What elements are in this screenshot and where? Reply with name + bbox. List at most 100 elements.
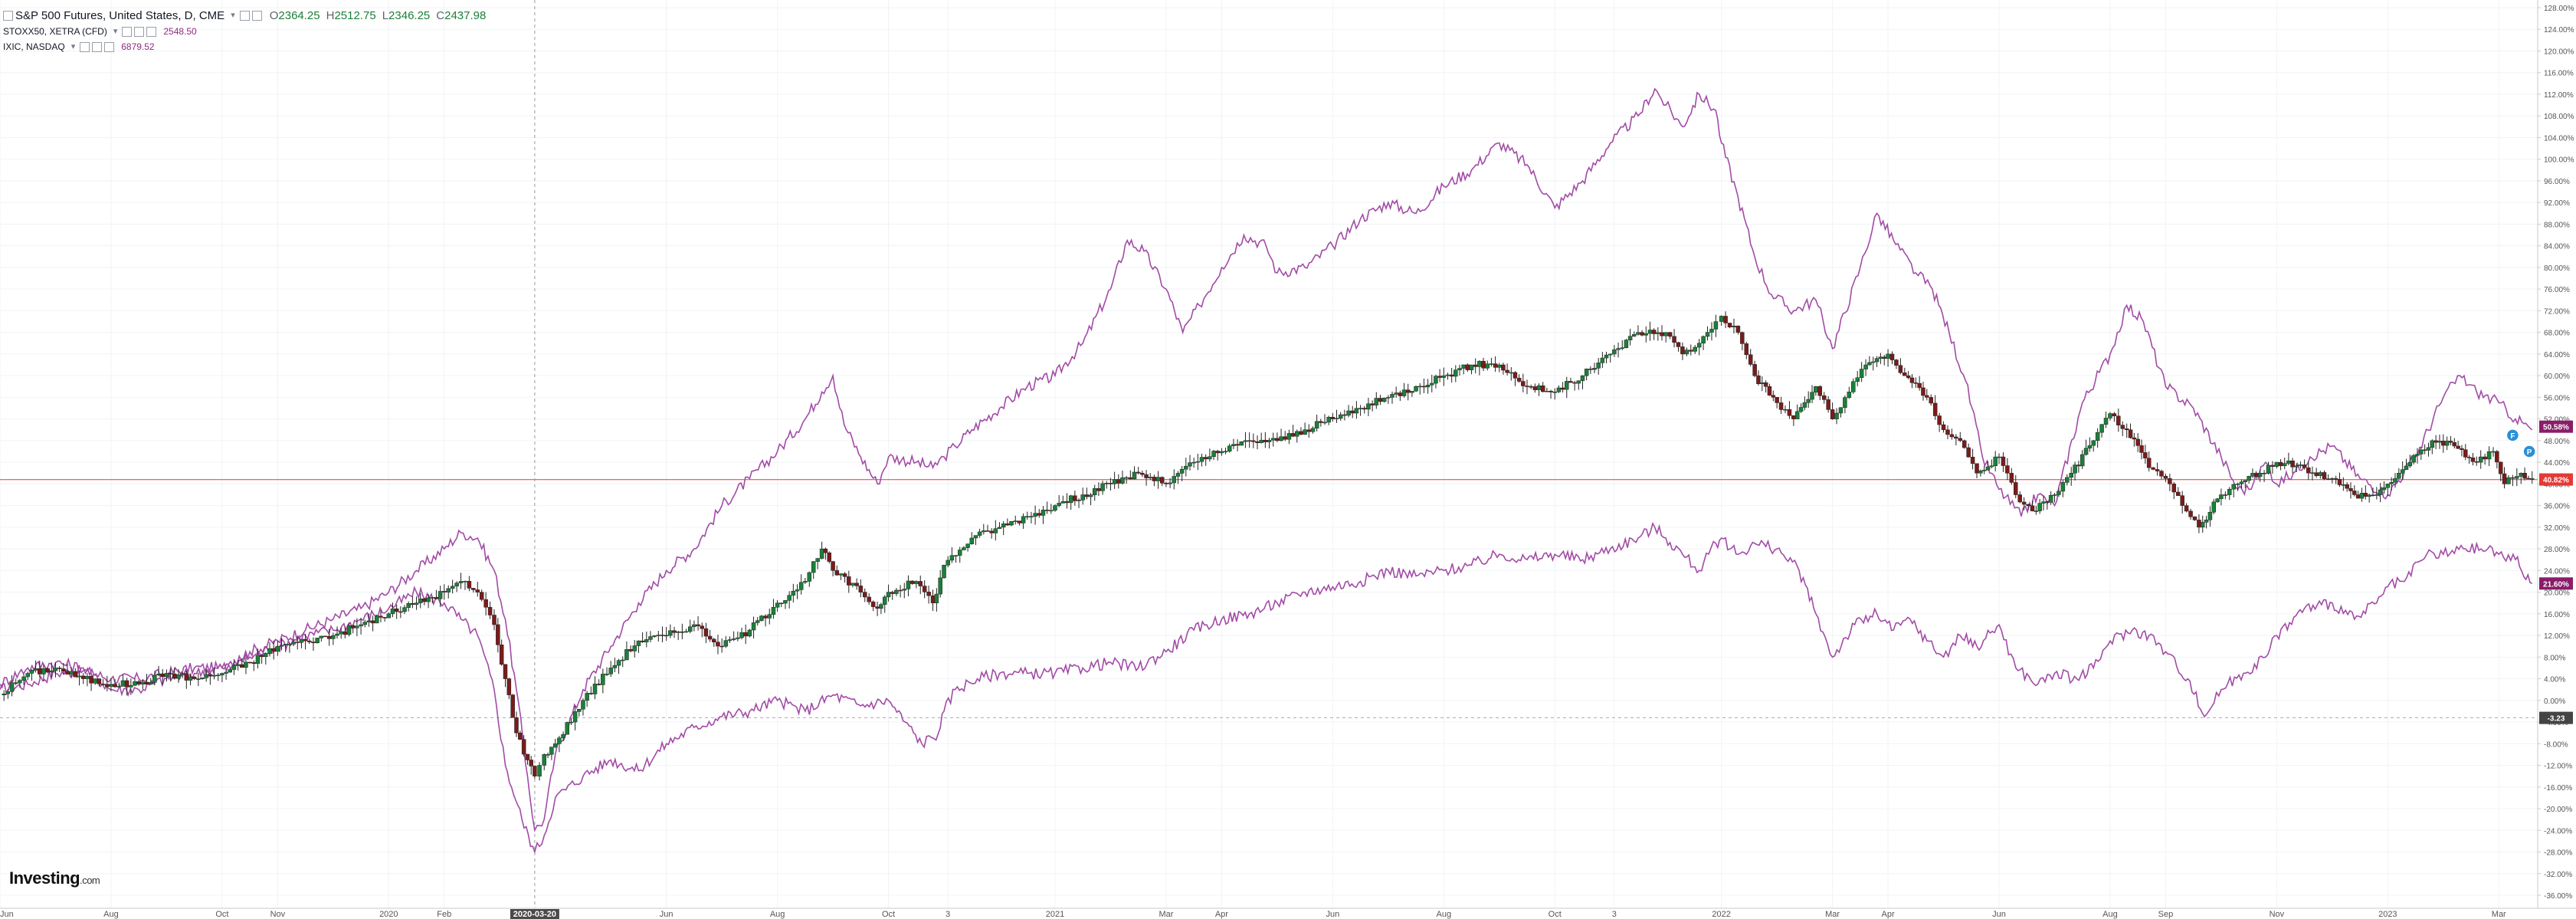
- eye-icon[interactable]: [239, 11, 250, 21]
- candle-body: [1867, 362, 1872, 366]
- candle-body: [1727, 323, 1732, 327]
- candle-body: [1017, 520, 1022, 524]
- compare-symbol-label[interactable]: IXIC, NASDAQ: [3, 41, 65, 52]
- candle-body: [2437, 441, 2442, 443]
- price-label-bg: [2539, 577, 2573, 590]
- y-tick-label: 128.00%: [2544, 5, 2574, 13]
- settings-icon[interactable]: [134, 26, 145, 37]
- chevron-down-icon[interactable]: ▾: [113, 27, 118, 36]
- candle-body: [247, 661, 252, 664]
- collapse-icon[interactable]: [3, 11, 13, 21]
- candle-body: [922, 586, 927, 592]
- candle-body: [359, 624, 363, 627]
- candle-body: [2069, 472, 2073, 478]
- candle-body: [1608, 353, 1613, 356]
- candle-body: [2441, 441, 2446, 446]
- candle-body: [831, 561, 835, 571]
- candle-body: [949, 555, 955, 561]
- candle-body: [2522, 472, 2527, 479]
- candle-body: [1817, 386, 1823, 396]
- candle-body: [109, 684, 113, 687]
- x-tick-label: Jun: [1992, 910, 2006, 919]
- legend-compare-2[interactable]: IXIC, NASDAQ ▾ 6879.52: [3, 39, 492, 54]
- candle-body: [1080, 494, 1085, 501]
- legend-compare-1[interactable]: STOXX50, XETRA (CFD) ▾ 2548.50: [3, 24, 492, 39]
- candle-body: [1092, 488, 1097, 495]
- candle-body: [2073, 464, 2077, 474]
- y-tick-label: 32.00%: [2544, 524, 2570, 533]
- candle-body: [2519, 472, 2524, 477]
- candle-body: [1421, 386, 1427, 388]
- candle-body: [2243, 480, 2248, 482]
- candle-body: [1787, 409, 1792, 416]
- eye-icon[interactable]: [80, 41, 90, 52]
- candle-body: [113, 684, 117, 688]
- x-tick-label: Jun: [660, 910, 673, 919]
- candle-body: [2495, 451, 2499, 463]
- candle-body: [890, 592, 895, 594]
- candle-body: [1405, 389, 1411, 393]
- settings-icon[interactable]: [92, 41, 103, 52]
- candle-body: [1516, 378, 1522, 382]
- y-tick-label: -24.00%: [2544, 827, 2572, 835]
- candle-body: [2460, 448, 2464, 450]
- y-tick-label: 76.00%: [2544, 286, 2570, 294]
- candle-body: [2286, 460, 2291, 464]
- candle-body: [406, 603, 411, 608]
- candle-body: [727, 639, 732, 641]
- close-icon[interactable]: [104, 41, 115, 52]
- candle-body: [1993, 456, 1998, 466]
- candle-body: [894, 589, 899, 594]
- candle-body: [1319, 421, 1323, 423]
- candle-body: [1437, 376, 1442, 378]
- x-tick-label: Aug: [770, 910, 785, 919]
- eye-icon[interactable]: [122, 26, 133, 37]
- candle-body: [1676, 342, 1681, 347]
- main-symbol-label[interactable]: S&P 500 Futures, United States, D, CME: [15, 9, 225, 22]
- candle-body: [275, 645, 280, 652]
- candle-body: [2204, 520, 2209, 523]
- candle-body: [434, 597, 439, 599]
- candle-body: [946, 560, 950, 566]
- candle-body: [1120, 477, 1125, 484]
- chevron-down-icon[interactable]: ▾: [231, 11, 235, 20]
- candle-body: [1279, 436, 1283, 441]
- x-tick-label: Oct: [215, 910, 228, 919]
- legend-main[interactable]: S&P 500 Futures, United States, D, CME ▾…: [3, 8, 492, 24]
- investing-logo: Investing.com: [9, 868, 100, 888]
- candle-body: [1612, 349, 1617, 355]
- candle-body: [1370, 403, 1375, 405]
- candle-body: [664, 635, 669, 637]
- chevron-down-icon[interactable]: ▾: [70, 42, 76, 51]
- candle-body: [1863, 364, 1868, 369]
- close-icon[interactable]: [146, 26, 157, 37]
- low-value: 2346.25: [388, 9, 431, 22]
- candle-body: [53, 668, 58, 671]
- candle-body: [1195, 461, 1201, 463]
- candle-body: [751, 622, 756, 631]
- candle-body: [1310, 428, 1316, 432]
- candle-body: [251, 662, 257, 664]
- candle-body: [533, 766, 537, 776]
- candle-body: [1821, 395, 1827, 400]
- candle-body: [61, 668, 66, 671]
- candle-body: [1560, 387, 1565, 390]
- candle-body: [569, 721, 574, 724]
- candle-body: [1445, 374, 1450, 376]
- compare-symbol-label[interactable]: STOXX50, XETRA (CFD): [3, 26, 107, 37]
- candle-body: [2298, 464, 2303, 466]
- candle-body: [339, 631, 343, 635]
- candle-body: [1132, 471, 1137, 480]
- candle-body: [2470, 457, 2476, 462]
- candle-body: [483, 599, 488, 608]
- candle-body: [1068, 495, 1073, 504]
- candle-body: [989, 530, 994, 533]
- candle-body: [1140, 472, 1145, 475]
- candle-body: [755, 620, 760, 623]
- candle-body: [1596, 363, 1601, 369]
- settings-icon[interactable]: [251, 11, 262, 21]
- candle-body: [342, 631, 348, 635]
- candle-body: [624, 649, 629, 661]
- candle-body: [588, 693, 594, 694]
